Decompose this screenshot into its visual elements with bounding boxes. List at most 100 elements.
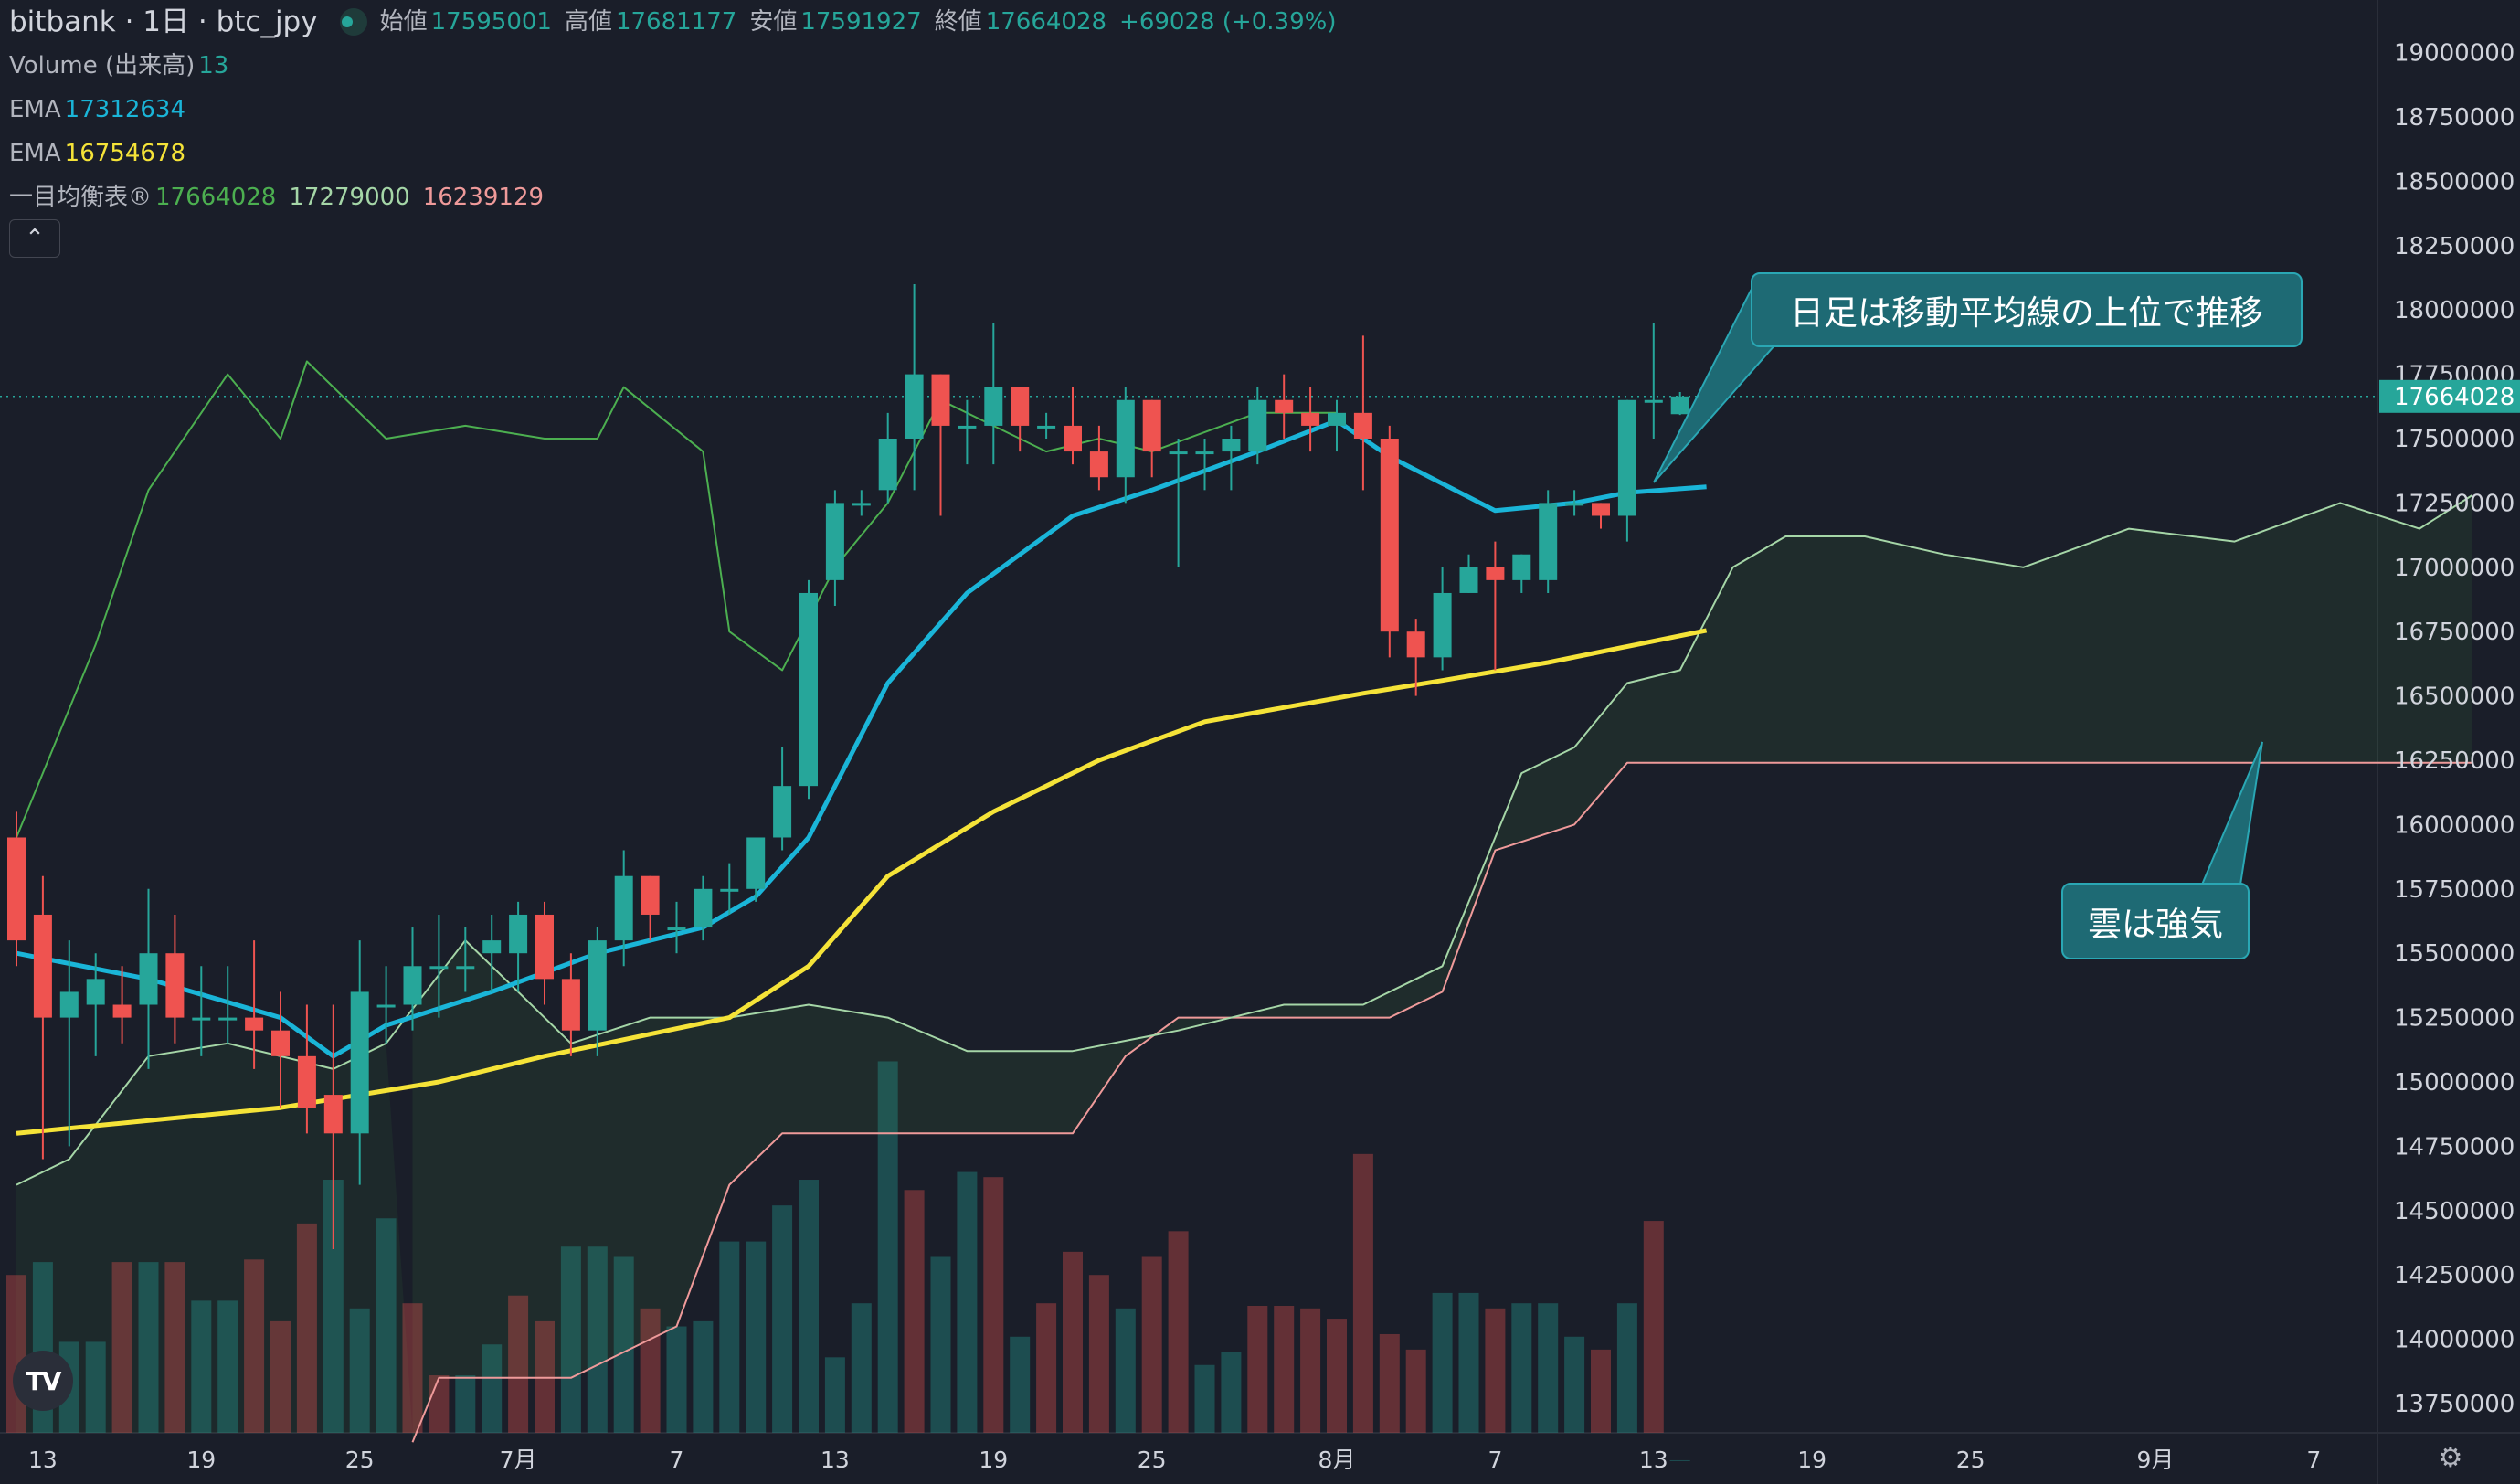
cloud-fill bbox=[412, 495, 2472, 1443]
volume-bar-46 bbox=[1221, 1352, 1242, 1433]
ichimoku-value-1: 17664028 bbox=[155, 184, 277, 211]
volume-bar-47 bbox=[1247, 1305, 1268, 1433]
high-label: 高値 bbox=[564, 8, 612, 36]
price-tick-17: 18000000 bbox=[2394, 297, 2515, 324]
volume-bar-38 bbox=[1010, 1336, 1031, 1433]
volume-bar-3 bbox=[85, 1341, 106, 1433]
ema-slow-line bbox=[16, 628, 1708, 1136]
candle-body-16 bbox=[429, 966, 449, 970]
tradingview-logo-icon[interactable]: TV bbox=[13, 1351, 73, 1411]
time-tick-4: 7 bbox=[670, 1447, 684, 1473]
time-tick-13: 9月 bbox=[2136, 1447, 2174, 1473]
volume-bar-53 bbox=[1405, 1349, 1426, 1433]
volume-bar-44 bbox=[1168, 1231, 1189, 1433]
price-tick-6: 15250000 bbox=[2394, 1005, 2515, 1033]
candle-body-28 bbox=[746, 837, 766, 889]
ema-fast-legend[interactable]: EMA 17312634 bbox=[9, 88, 1349, 132]
candle-body-26 bbox=[694, 888, 713, 928]
candle-body-40 bbox=[1064, 425, 1082, 452]
ichimoku-legend[interactable]: 一目均衡表® 17664028 17279000 16239129 bbox=[9, 175, 1349, 219]
volume-bar-27 bbox=[719, 1241, 740, 1433]
volume-bar-23 bbox=[613, 1256, 634, 1433]
candle-body-10 bbox=[271, 1030, 290, 1056]
volume-bar-6 bbox=[164, 1262, 185, 1433]
candle-body-50 bbox=[1328, 412, 1346, 426]
volume-bars bbox=[6, 1061, 1690, 1461]
volume-bar-50 bbox=[1327, 1319, 1347, 1433]
price-tick-9: 16000000 bbox=[2394, 811, 2515, 839]
candle-body-17 bbox=[456, 966, 475, 970]
volume-bar-11 bbox=[296, 1223, 317, 1433]
candle-body-45 bbox=[1195, 451, 1214, 455]
candle-body-9 bbox=[245, 1017, 264, 1031]
candle-body-4 bbox=[112, 1004, 132, 1018]
volume-bar-52 bbox=[1379, 1333, 1400, 1433]
candle-body-55 bbox=[1459, 567, 1478, 593]
candle-body-49 bbox=[1301, 412, 1320, 426]
price-tick-8: 15750000 bbox=[2394, 876, 2515, 904]
ema-slow-legend[interactable]: EMA 16754678 bbox=[9, 132, 1349, 175]
candle-body-31 bbox=[825, 503, 844, 580]
candle-body-60 bbox=[1592, 503, 1610, 516]
volume-bar-54 bbox=[1432, 1292, 1453, 1433]
volume-bar-9 bbox=[244, 1259, 265, 1433]
open-label: 始値 bbox=[379, 8, 428, 36]
candle-body-33 bbox=[878, 439, 897, 491]
volume-bar-0 bbox=[6, 1275, 26, 1433]
candle-body-7 bbox=[192, 1017, 211, 1021]
candle-body-63 bbox=[1670, 396, 1689, 415]
volume-bar-17 bbox=[455, 1375, 476, 1433]
volume-bar-55 bbox=[1458, 1292, 1479, 1433]
volume-bar-49 bbox=[1300, 1308, 1321, 1433]
candle-body-24 bbox=[641, 875, 660, 915]
volume-bar-13 bbox=[349, 1308, 370, 1433]
candle-body-48 bbox=[1275, 399, 1294, 413]
ichimoku-label: 一目均衡表® bbox=[9, 184, 153, 211]
volume-bar-62 bbox=[1643, 1221, 1664, 1433]
candle-body-0 bbox=[7, 837, 26, 941]
time-tick-6: 19 bbox=[979, 1447, 1008, 1473]
candle-body-30 bbox=[799, 592, 818, 787]
candle-body-11 bbox=[297, 1055, 316, 1108]
price-tick-2: 14250000 bbox=[2394, 1262, 2515, 1289]
gear-icon[interactable]: ⚙ bbox=[2438, 1442, 2463, 1474]
volume-bar-28 bbox=[746, 1241, 767, 1433]
ema-slow-value: 16754678 bbox=[64, 140, 185, 167]
time-tick-0: 13 bbox=[28, 1447, 58, 1473]
volume-value: 13 bbox=[198, 52, 229, 80]
candle-body-8 bbox=[218, 1017, 238, 1021]
volume-legend[interactable]: Volume (出来高) 13 bbox=[9, 44, 1349, 88]
price-tick-7: 15500000 bbox=[2394, 940, 2515, 968]
volume-bar-12 bbox=[323, 1180, 344, 1433]
candle-body-54 bbox=[1433, 592, 1452, 658]
candle-body-27 bbox=[720, 888, 739, 892]
volume-bar-10 bbox=[270, 1320, 291, 1433]
collapse-legend-button[interactable]: ⌃ bbox=[9, 219, 60, 258]
volume-label: Volume (出来高) bbox=[9, 52, 196, 80]
market-status-icon bbox=[339, 8, 367, 36]
symbol-title[interactable]: bitbank · 1日 · btc_jpy bbox=[9, 5, 318, 38]
candle-body-58 bbox=[1539, 503, 1558, 580]
volume-bar-32 bbox=[851, 1303, 872, 1433]
volume-bar-42 bbox=[1115, 1308, 1136, 1433]
volume-bar-51 bbox=[1352, 1153, 1373, 1433]
chikou-span-line bbox=[16, 360, 1337, 838]
price-tick-1: 14000000 bbox=[2394, 1327, 2515, 1354]
candle-body-5 bbox=[139, 953, 158, 1005]
candle-body-35 bbox=[931, 374, 950, 426]
volume-bar-39 bbox=[1036, 1303, 1057, 1433]
volume-bar-16 bbox=[429, 1375, 450, 1433]
candle-body-2 bbox=[59, 991, 79, 1018]
volume-bar-22 bbox=[587, 1246, 608, 1433]
candle-body-51 bbox=[1353, 412, 1372, 439]
volume-bar-30 bbox=[799, 1180, 819, 1433]
callout-bottom: 雲は強気 bbox=[2061, 883, 2250, 959]
candle-body-44 bbox=[1169, 451, 1188, 455]
time-tick-3: 7月 bbox=[500, 1447, 537, 1473]
price-tick-15: 17500000 bbox=[2394, 426, 2515, 453]
ichimoku-value-3: 16239129 bbox=[422, 184, 545, 211]
senkou-span-a-line bbox=[16, 494, 2473, 1186]
candle-body-22 bbox=[588, 940, 607, 1031]
